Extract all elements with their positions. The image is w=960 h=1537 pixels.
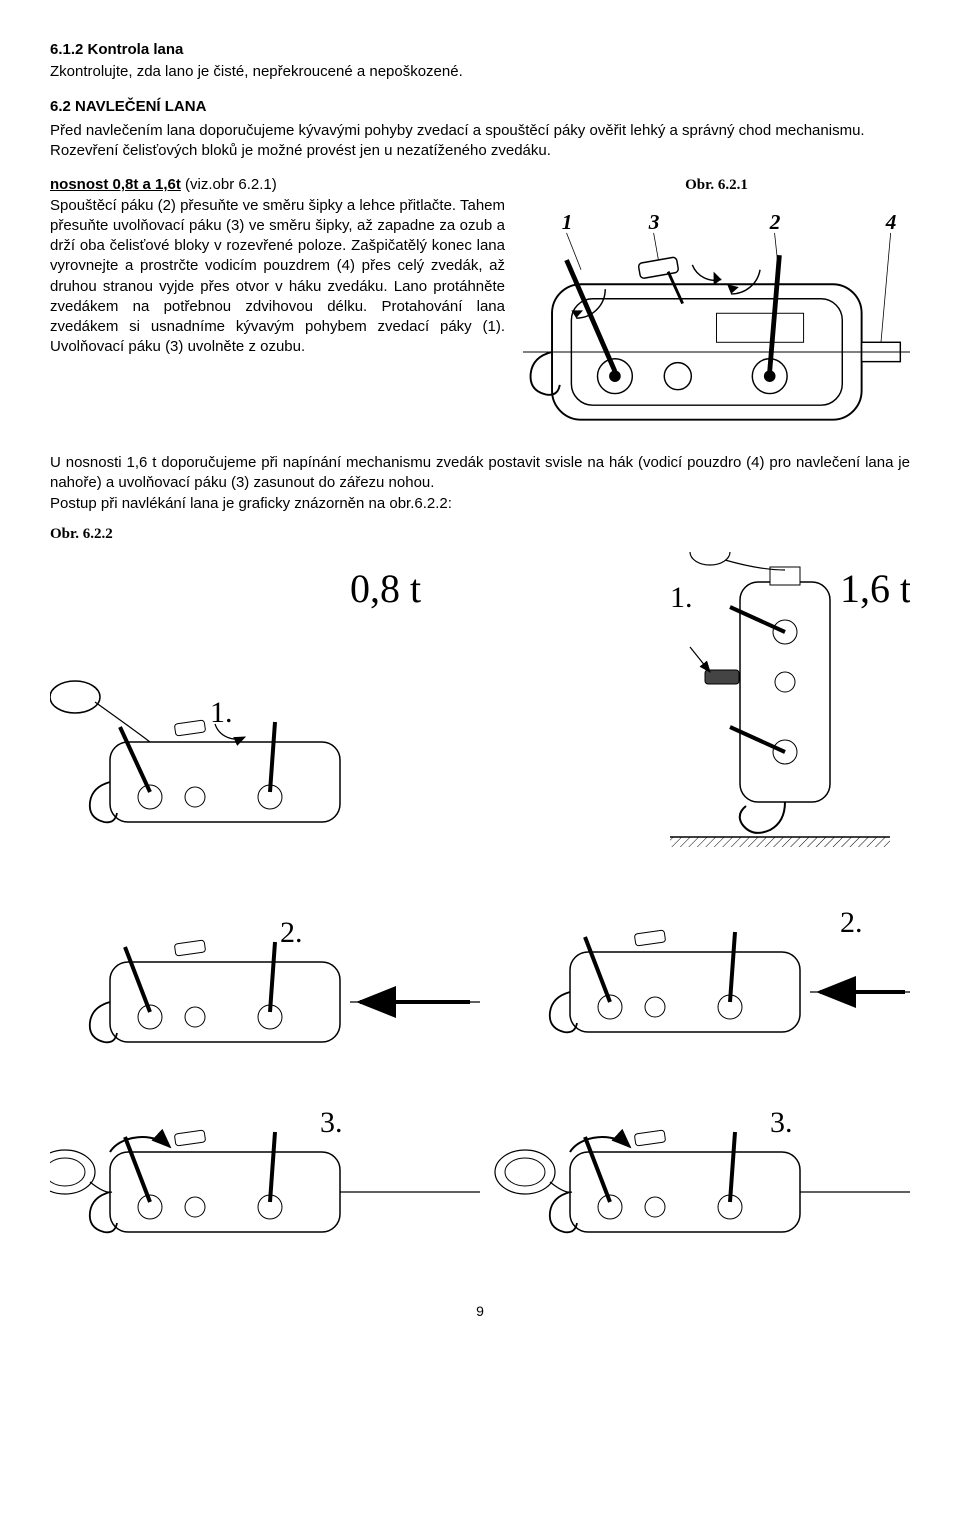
heading-612: 6.1.2 Kontrola lana bbox=[50, 40, 910, 60]
after-fig-p1: U nosnosti 1,6 t doporučujeme při napíná… bbox=[50, 453, 910, 494]
fig622-right-label: 1,6 t bbox=[840, 566, 910, 611]
fig621-arrow3-head bbox=[714, 271, 722, 285]
fig621-boss-mid bbox=[664, 362, 691, 389]
heading-62: 6.2 NAVLEČENÍ LANA bbox=[50, 97, 910, 117]
fig621-leader3 bbox=[654, 232, 659, 259]
nosnost-ref-txt: (viz.obr 6.2.1) bbox=[185, 176, 277, 193]
fig621-label-4: 4 bbox=[885, 210, 897, 234]
fig621-leader2 bbox=[775, 232, 778, 259]
fig622-l-step1: 1. bbox=[210, 696, 233, 729]
fig621-svg: 1 3 2 4 bbox=[523, 202, 910, 454]
fig622-l-dev1 bbox=[50, 681, 340, 822]
para-62-2: Rozevření čelisťových bloků je možné pro… bbox=[50, 141, 910, 161]
fig622-r-dev2 bbox=[550, 930, 910, 1032]
fig622-right-step1: 1. bbox=[670, 581, 693, 614]
fig622-r-step2: 2. bbox=[840, 906, 863, 939]
row-nosnost-fig: nosnost 0,8t a 1,6t (viz.obr 6.2.1) Spou… bbox=[50, 175, 910, 453]
fig621-label-1: 1 bbox=[562, 210, 573, 234]
fig622-svg-wrap: 0,8 t 1. 1,6 t 1. 2. 3. bbox=[50, 552, 910, 1272]
para-62-1: Před navlečením lana doporučujeme kývavý… bbox=[50, 121, 910, 141]
page-number: 9 bbox=[50, 1302, 910, 1321]
fig621-leader4 bbox=[881, 232, 891, 341]
fig622-r-dev3 bbox=[495, 1130, 910, 1232]
fig622-l-step2: 2. bbox=[280, 916, 303, 949]
fig621-svg-wrap: 1 3 2 4 bbox=[523, 202, 910, 454]
fig622-l-dev3 bbox=[50, 1130, 480, 1232]
fig621-boss-left-dot bbox=[609, 370, 621, 382]
fig622-r-step3: 3. bbox=[770, 1106, 793, 1139]
fig622-svg: 0,8 t 1. 1,6 t 1. 2. 3. bbox=[50, 552, 910, 1272]
fig622-left-label: 0,8 t bbox=[350, 566, 421, 611]
fig621-label-2: 2 bbox=[769, 210, 781, 234]
fig621-caption: Obr. 6.2.1 bbox=[523, 175, 910, 195]
col-fig621: Obr. 6.2.1 1 3 2 4 bbox=[523, 175, 910, 453]
fig622-l-step3: 3. bbox=[320, 1106, 343, 1139]
after-fig-p2: Postup při navlékání lana je graficky zn… bbox=[50, 494, 910, 514]
fig622-l-dev2 bbox=[90, 940, 480, 1042]
para-612: Zkontrolujte, zda lano je čisté, nepřekr… bbox=[50, 62, 910, 82]
nosnost-label: nosnost 0,8t a 1,6t bbox=[50, 176, 181, 193]
fig621-plate bbox=[717, 313, 804, 342]
col-nosnost-text: nosnost 0,8t a 1,6t (viz.obr 6.2.1) Spou… bbox=[50, 175, 505, 357]
fig621-boss-right-dot bbox=[764, 370, 776, 382]
fig621-label-3: 3 bbox=[648, 210, 660, 234]
fig621-lever3-handle bbox=[638, 256, 679, 278]
nosnost-body: Spouštěcí páku (2) přesuňte ve směru šip… bbox=[50, 197, 505, 356]
fig622-caption: Obr. 6.2.2 bbox=[50, 524, 910, 544]
